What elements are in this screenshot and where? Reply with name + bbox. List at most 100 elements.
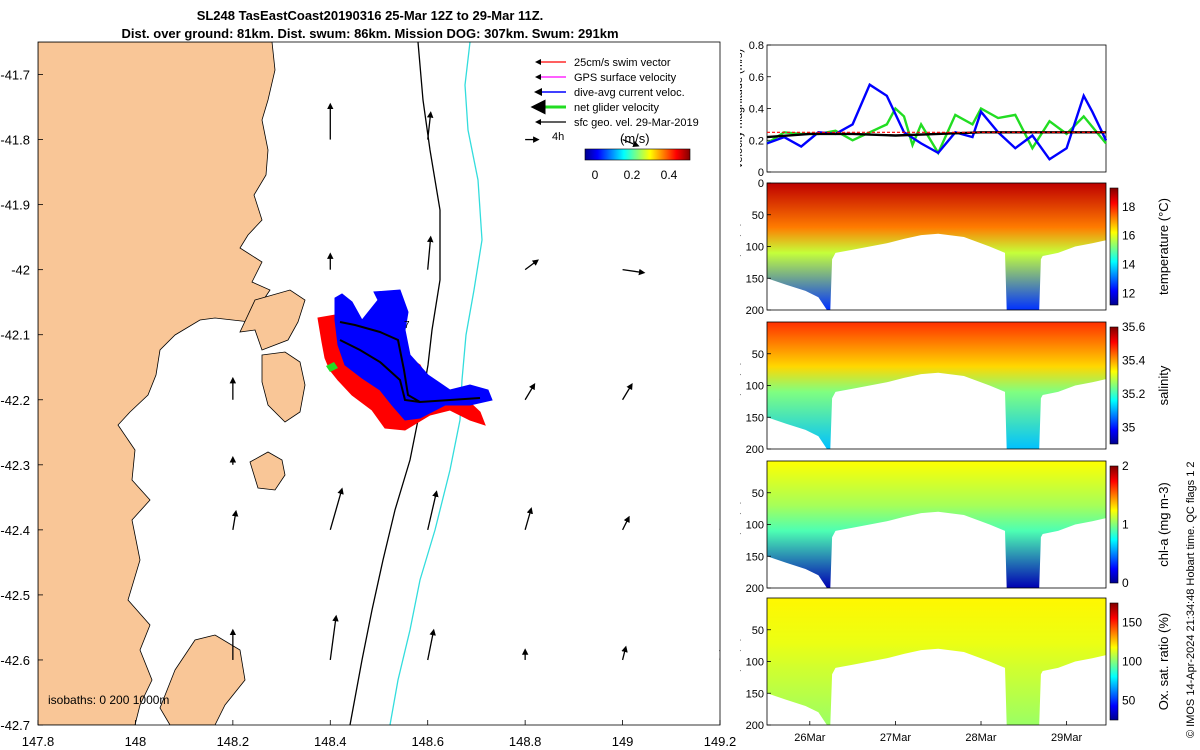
- depth-tick-label: 100: [746, 381, 764, 393]
- geo-velocity-arrow: [719, 398, 720, 400]
- isobaths-label: isobaths: 0 200 1000m: [48, 693, 169, 707]
- map-ytick-label: -42: [11, 263, 30, 278]
- geo-velocity-arrow: [524, 382, 536, 401]
- depth-tick-label: 150: [746, 551, 764, 563]
- heatmap-colorbar: [1109, 187, 1119, 306]
- land-maria-island: [249, 451, 286, 491]
- figure-title-line-2: Dist. over ground: 81km. Dist. swum: 86k…: [121, 26, 619, 41]
- velocity-ytick-label: 0.2: [749, 135, 764, 147]
- heatmap-section-fill: [767, 183, 1106, 310]
- colorbar-tick-label: 18: [1122, 200, 1136, 214]
- map-xtick-label: 149.2: [704, 734, 737, 749]
- depth-tick-label: 150: [746, 273, 764, 285]
- track-label-7: 7: [404, 320, 410, 331]
- geo-velocity-arrow: [718, 645, 720, 660]
- net-glider-velocity-marker: [326, 362, 338, 372]
- depth-axis-label: Depth (m): [740, 222, 741, 271]
- legend-gps-velocity: GPS surface velocity: [574, 72, 677, 84]
- geo-velocity-arrow: [621, 515, 630, 531]
- depth-tick-label: 50: [752, 488, 764, 500]
- colorbar-tick-label: 35.4: [1122, 353, 1146, 367]
- time-tick-label: 29Mar: [1051, 732, 1083, 744]
- time-tick-label: 27Mar: [880, 732, 912, 744]
- map-ytick-label: -42.2: [0, 393, 30, 408]
- depth-tick-label: 100: [746, 657, 764, 669]
- depth-tick-label: 100: [746, 520, 764, 532]
- colorbar-tick-label: 35: [1122, 420, 1136, 434]
- depth-axis-label: Depth (m): [740, 500, 741, 549]
- depth-tick-label: 150: [746, 688, 764, 700]
- colorbar-tick-label: 35.6: [1122, 320, 1146, 334]
- depth-tick-label: 50: [752, 625, 764, 637]
- map-ytick-label: -42.1: [0, 328, 30, 343]
- legend-net-glider-velocity: net glider velocity: [574, 102, 659, 114]
- current-vectors: [334, 289, 493, 421]
- depth-axis-label: Depth (m): [740, 637, 741, 686]
- land-freycinet-area: [261, 351, 306, 423]
- land-tasman-peninsula: [159, 634, 246, 725]
- legend-swim-vector: 25cm/s swim vector: [574, 57, 671, 69]
- geo-velocity-arrow: [622, 138, 640, 147]
- geo-velocity-arrow: [329, 614, 339, 661]
- map-ytick-label: -41.9: [0, 198, 30, 213]
- depth-tick-label: 200: [746, 305, 764, 317]
- map-xtick-label: 148: [125, 734, 147, 749]
- colorbar-tick-label: 0: [1122, 576, 1129, 590]
- depth-tick-label: 200: [746, 583, 764, 595]
- colorbar-label: (m/s): [620, 131, 650, 146]
- map-xtick-label: 148.6: [411, 734, 444, 749]
- geo-velocity-arrow: [524, 259, 539, 271]
- geo-velocity-arrow: [622, 382, 633, 401]
- depth-axis-label: Depth (m): [740, 361, 741, 410]
- depth-tick-label: 200: [746, 720, 764, 732]
- geo-velocity-arrow: [329, 487, 344, 531]
- velocity-ylabel: velocity magnitude (m/s): [740, 49, 745, 168]
- map-xtick-label: 148.2: [217, 734, 250, 749]
- legend-dive-avg-current: dive-avg current veloc.: [574, 87, 685, 99]
- velocity-ytick-label: 0.6: [749, 72, 764, 84]
- depth-tick-label: 150: [746, 412, 764, 424]
- velocity-ytick-label: 0.8: [749, 40, 764, 52]
- heatmap-section-fill: [767, 598, 1106, 725]
- track-map: 147.8 148 148.2 148.4 148.6 148.8 149 149.2 -41…: [0, 41, 737, 749]
- colorbar-tick-label: 2: [1122, 459, 1129, 473]
- colorbar-tick-0-2: 0.2: [624, 168, 641, 182]
- legend-sfc-geo-velocity: sfc geo. vel. 29-Mar-2019: [574, 117, 699, 129]
- colorbar-tick-label: 1: [1122, 518, 1129, 532]
- map-ytick-label: -41.7: [0, 68, 30, 83]
- geo-velocity-arrow: [524, 507, 533, 531]
- legend-scale-4h: 4h: [552, 131, 564, 143]
- heatmap-panel-chlorophyll: 50 100 150 200 Depth (m) 0 1 2 chl-a (mg m-3): [740, 459, 1171, 595]
- figure-title-line-1: SL248 TasEastCoast20190316 25-Mar 12Z to…: [196, 8, 544, 23]
- geo-velocity-arrow: [719, 138, 720, 140]
- map-ytick-label: -42.5: [0, 588, 30, 603]
- heatmap-panel-salinity: 50 100 150 200 Depth (m) 35 35.2 35.4 35.6 salini…: [740, 320, 1171, 456]
- depth-tick-label: 0: [758, 178, 764, 190]
- legend: 25cm/s swim vector GPS surface velocity …: [530, 57, 699, 182]
- map-ytick-label: -41.8: [0, 133, 30, 148]
- colorbar-axis-label: chl-a (mg m-3): [1156, 482, 1171, 567]
- geo-velocity-arrow: [427, 628, 436, 661]
- heatmap-colorbar: [1109, 326, 1119, 445]
- depth-tick-label: 200: [746, 444, 764, 456]
- colorbar-axis-label: temperature (°C): [1156, 198, 1171, 295]
- colorbar-tick-0-4: 0.4: [661, 168, 678, 182]
- imos-credit: © IMOS 14-Apr-2024 21:34:48 Hobart time.…: [1185, 461, 1197, 738]
- geo-velocity-arrow: [719, 528, 720, 530]
- colorbar-tick-label: 14: [1122, 258, 1136, 272]
- map-xtick-label: 148.8: [509, 734, 542, 749]
- glider-track-return: [339, 339, 421, 403]
- land-tasmania: [38, 42, 276, 725]
- depth-tick-label: 50: [752, 210, 764, 222]
- map-ytick-label: -42.3: [0, 458, 30, 473]
- geo-velocity-arrow: [719, 269, 720, 270]
- colorbar-tick-label: 100: [1122, 655, 1142, 669]
- colorbar-tick-label: 50: [1122, 694, 1136, 708]
- geo-velocity-arrow: [427, 490, 439, 531]
- geo-velocity-arrow: [621, 645, 628, 661]
- map-ytick-label: -42.7: [0, 718, 30, 733]
- depth-tick-label: 50: [752, 349, 764, 361]
- speed-colorbar: [584, 148, 691, 161]
- glider-track: [339, 321, 481, 404]
